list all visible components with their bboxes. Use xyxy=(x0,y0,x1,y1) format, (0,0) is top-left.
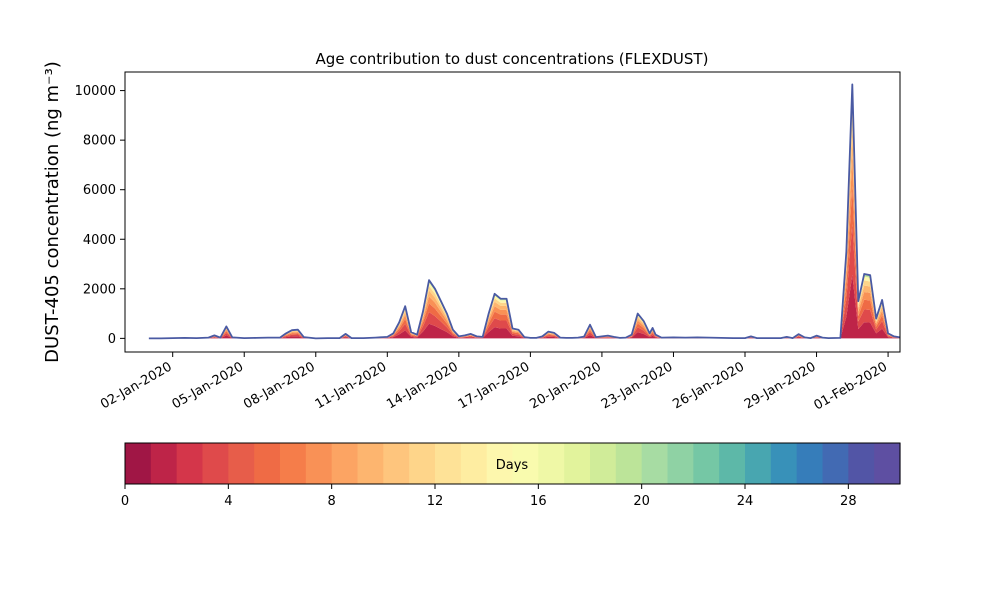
x-tick-label: 01-Feb-2020 xyxy=(812,359,891,413)
total-concentration-line xyxy=(148,83,901,340)
colorbar-cell xyxy=(254,443,281,484)
colorbar-cells xyxy=(125,443,901,484)
colorbar-cell xyxy=(848,443,875,484)
age-band-area xyxy=(148,155,901,339)
colorbar-frame xyxy=(124,442,901,485)
y-tick-label: 4000 xyxy=(83,233,116,248)
colorbar-cell xyxy=(150,443,178,484)
colorbar-cell xyxy=(280,443,307,484)
colorbar-tick-label: 0 xyxy=(121,494,129,509)
age-band-area xyxy=(148,274,901,339)
x-tick-label: 02-Jan-2020 xyxy=(98,359,175,412)
colorbar-cell xyxy=(641,443,669,484)
colorbar-cell xyxy=(796,443,824,484)
colorbar-tick-label: 20 xyxy=(633,494,650,509)
plot-area xyxy=(124,71,901,353)
y-tick-label: 0 xyxy=(108,332,116,347)
colorbar-cell xyxy=(228,443,255,484)
y-axis: 0 2000 4000 6000 8000 10000 xyxy=(75,84,125,347)
colorbar-cell xyxy=(719,443,746,484)
y-tick-label: 10000 xyxy=(75,84,116,99)
colorbar-cell xyxy=(486,443,514,484)
colorbar-cell xyxy=(125,443,152,484)
colorbar-cell xyxy=(538,443,565,484)
total-concentration-series xyxy=(148,83,901,340)
colorbar-cell xyxy=(383,443,410,484)
x-tick-label: 20-Jan-2020 xyxy=(527,359,604,412)
colorbar: Days 0 4 8 12 16 20 24 28 xyxy=(121,442,901,509)
colorbar-tick-label: 28 xyxy=(840,494,857,509)
plot-frame xyxy=(124,71,901,353)
colorbar-cell xyxy=(331,443,359,484)
x-tick-label: 05-Jan-2020 xyxy=(170,359,247,412)
colorbar-cell xyxy=(564,443,591,484)
colorbar-cell xyxy=(693,443,720,484)
colorbar-cell xyxy=(357,443,384,484)
colorbar-cell xyxy=(512,443,539,484)
colorbar-cell xyxy=(409,443,436,484)
colorbar-tick-label: 24 xyxy=(737,494,754,509)
y-tick-label: 8000 xyxy=(83,134,116,149)
x-tick-label: 08-Jan-2020 xyxy=(241,359,318,412)
x-axis: 02-Jan-202005-Jan-202008-Jan-202011-Jan-… xyxy=(98,352,890,413)
colorbar-cell xyxy=(822,443,849,484)
colorbar-cell xyxy=(615,443,643,484)
colorbar-cell xyxy=(770,443,798,484)
age-contribution-areas xyxy=(148,84,901,339)
x-tick-label: 26-Jan-2020 xyxy=(670,359,747,412)
colorbar-cell xyxy=(874,443,901,484)
colorbar-cell xyxy=(667,443,694,484)
colorbar-tick-label: 4 xyxy=(224,494,232,509)
colorbar-tick-label: 8 xyxy=(328,494,336,509)
colorbar-cell xyxy=(305,443,333,484)
colorbar-label: Days xyxy=(496,458,529,473)
x-tick-label: 29-Jan-2020 xyxy=(742,359,819,412)
y-axis-label: DUST-405 concentration (ng m⁻³) xyxy=(42,61,63,363)
x-tick-label: 23-Jan-2020 xyxy=(599,359,676,412)
age-band-area xyxy=(148,224,901,339)
age-band-area xyxy=(148,109,901,339)
colorbar-cell xyxy=(460,443,488,484)
y-tick-label: 2000 xyxy=(83,282,116,297)
x-tick-label: 14-Jan-2020 xyxy=(384,359,461,412)
age-band-area xyxy=(148,94,901,339)
colorbar-cell xyxy=(590,443,617,484)
colorbar-tick-label: 16 xyxy=(530,494,547,509)
colorbar-tick-label: 12 xyxy=(427,494,444,509)
x-tick-label: 17-Jan-2020 xyxy=(456,359,533,412)
colorbar-cell xyxy=(176,443,204,484)
x-tick-label: 11-Jan-2020 xyxy=(313,359,390,412)
colorbar-cell xyxy=(745,443,772,484)
age-band-area xyxy=(148,185,901,339)
chart-title: Age contribution to dust concentrations … xyxy=(316,50,709,68)
age-band-area xyxy=(148,130,901,339)
age-band-area xyxy=(148,84,901,339)
y-tick-label: 6000 xyxy=(83,183,116,198)
colorbar-cell xyxy=(435,443,462,484)
colorbar-ticks: 0 4 8 12 16 20 24 28 xyxy=(121,484,857,509)
colorbar-cell xyxy=(202,443,229,484)
